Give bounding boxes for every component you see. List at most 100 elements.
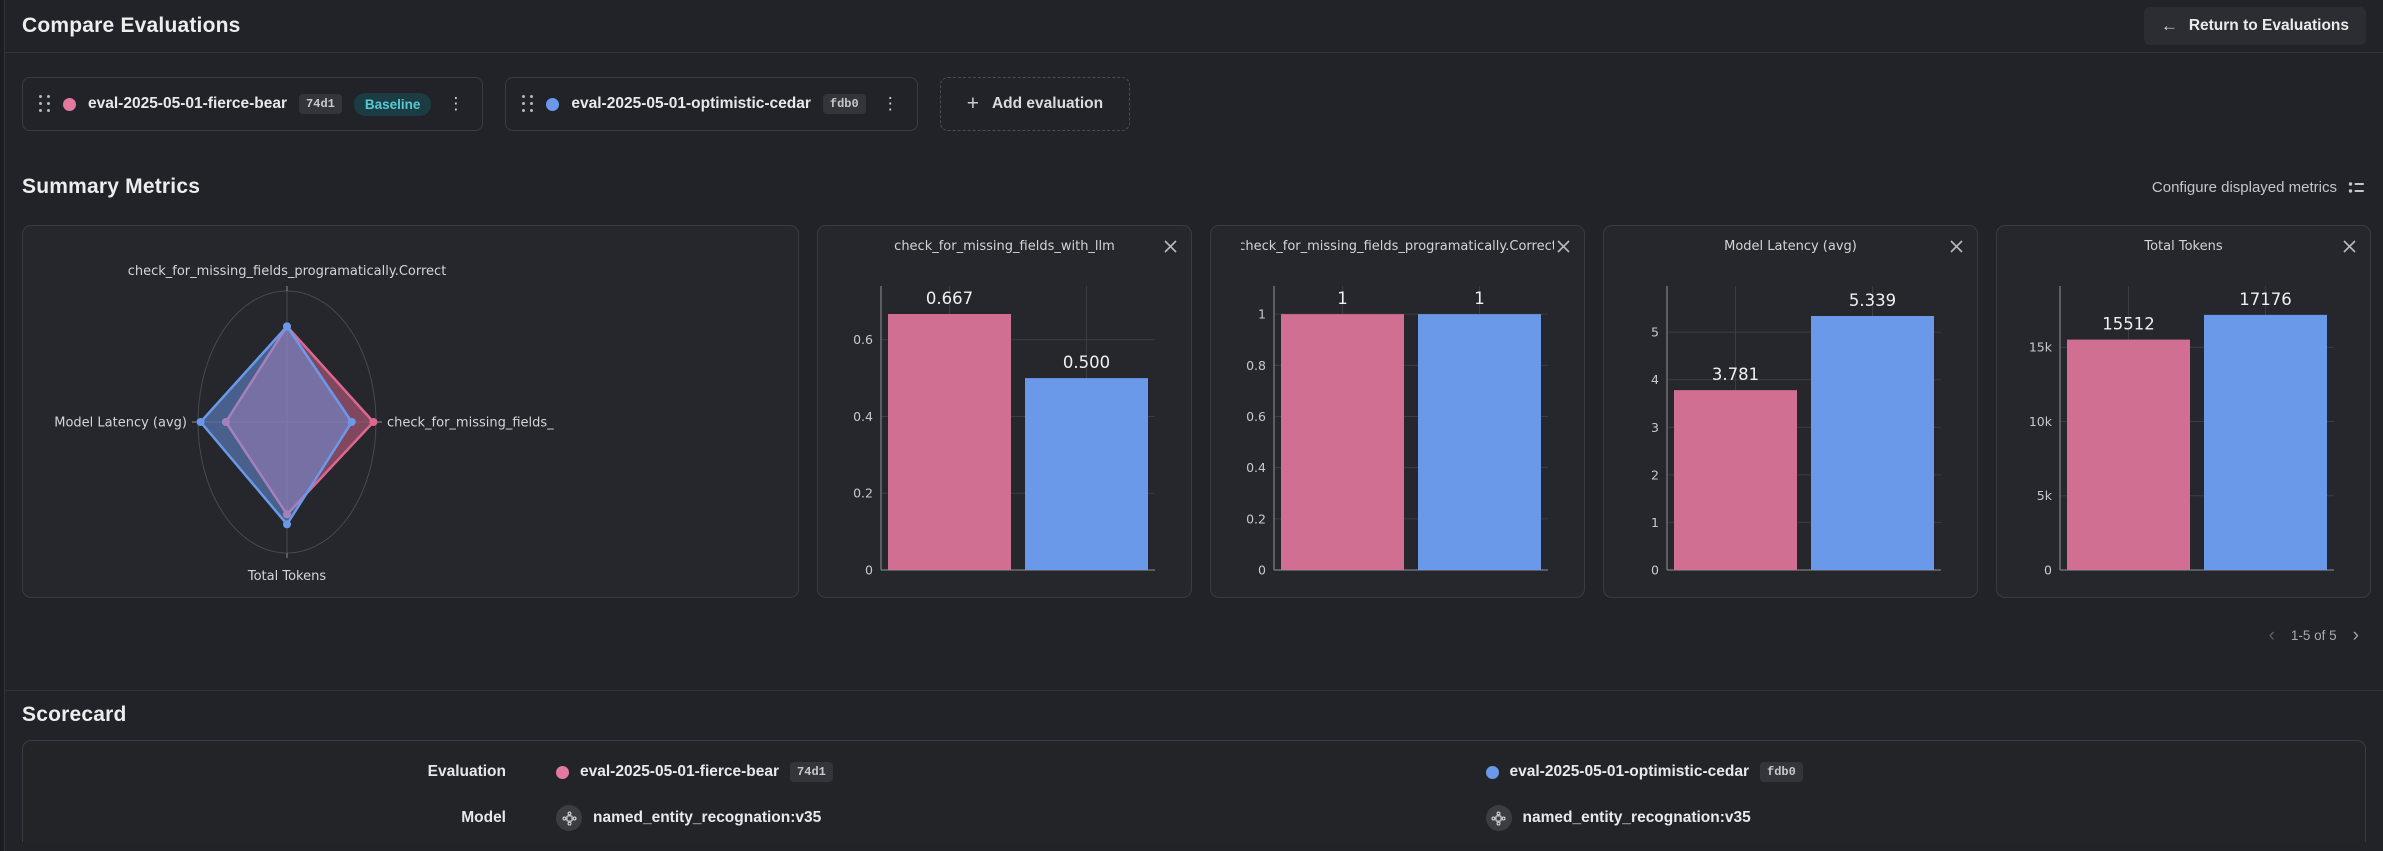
radar-chart: check_for_missing_fields_programatically…	[54, 264, 554, 584]
return-to-evaluations-button[interactable]: ← Return to Evaluations	[2143, 7, 2366, 45]
y-tick-label: 2	[1651, 467, 1659, 482]
metric-card-total-tokens: Total Tokens 0 5k 10k 15k 15512 17176	[1996, 225, 2371, 598]
evaluation-color-dot	[63, 97, 76, 111]
bar	[1811, 316, 1934, 570]
evaluation-pill-baseline[interactable]: eval-2025-05-01-fierce-bear 74d1 Baselin…	[22, 77, 484, 131]
bar-value-label: 0.667	[926, 289, 973, 308]
radar-series-point	[347, 418, 356, 426]
compare-evaluations-page: Compare Evaluations ← Return to Evaluati…	[4, 0, 2383, 851]
radar-axis-label: check_for_missing_fields_	[387, 416, 554, 431]
evaluation-hash-badge: 74d1	[790, 762, 833, 782]
evaluation-color-dot	[1485, 765, 1499, 779]
kebab-menu-icon[interactable]: ⋮	[878, 94, 903, 114]
add-evaluation-label: Add evaluation	[991, 95, 1104, 112]
metric-card-title: check_for_missing_fields_programatically…	[1241, 239, 1554, 254]
model-name[interactable]: named_entity_recognation:v35	[1522, 809, 1751, 826]
evaluation-pill-compare[interactable]: eval-2025-05-01-optimistic-cedar fdb0 ⋮	[505, 77, 918, 131]
bar-value-label: 0.500	[1063, 353, 1110, 372]
y-tick-label: 1	[1258, 307, 1266, 322]
y-tick-label: 5k	[2037, 488, 2053, 503]
evaluation-name: eval-2025-05-01-fierce-bear	[580, 763, 780, 780]
summary-metrics-header: Summary Metrics Configure displayed metr…	[22, 175, 2366, 199]
kebab-menu-icon[interactable]: ⋮	[443, 94, 468, 114]
radar-axis-label: check_for_missing_fields_programatically…	[128, 264, 447, 279]
scorecard-evaluation-cell: eval-2025-05-01-optimistic-cedar fdb0	[1436, 762, 2366, 782]
bar	[1674, 390, 1797, 570]
evaluation-color-dot	[546, 97, 560, 111]
metric-card-model-latency: Model Latency (avg) 0 1 2 3 4 5 3.781 5.339	[1603, 225, 1978, 598]
drag-handle-icon[interactable]	[522, 95, 534, 113]
evaluation-name: eval-2025-05-01-fierce-bear	[88, 95, 288, 112]
evaluation-name: eval-2025-05-01-optimistic-cedar	[571, 95, 811, 112]
y-tick-label: 0.4	[1246, 460, 1266, 475]
evaluation-name: eval-2025-05-01-optimistic-cedar	[1509, 763, 1750, 780]
page-title: Compare Evaluations	[22, 14, 241, 37]
y-tick-label: 0	[1258, 563, 1266, 578]
radar-chart-card: check_for_missing_fields_programatically…	[22, 225, 799, 598]
y-tick-label: 0.2	[853, 486, 873, 501]
bar-value-label: 17176	[2239, 290, 2292, 309]
bar	[2204, 314, 2327, 570]
scorecard-row-label: Evaluation	[427, 763, 506, 780]
close-icon[interactable]	[1159, 235, 1181, 257]
bar	[888, 314, 1011, 570]
y-tick-label: 10k	[2029, 414, 2053, 429]
bar-value-label: 15512	[2102, 315, 2155, 334]
model-name[interactable]: named_entity_recognation:v35	[593, 809, 822, 826]
scorecard-table: Evaluation eval-2025-05-01-fierce-bear 7…	[22, 740, 2366, 842]
evaluation-selector-bar: eval-2025-05-01-fierce-bear 74d1 Baselin…	[22, 77, 2366, 131]
bar-chart: 0 1 2 3 4 5 3.781 5.339	[1651, 286, 1941, 578]
bar-value-label: 1	[1337, 289, 1348, 308]
y-tick-label: 0.6	[853, 332, 873, 347]
y-tick-label: 4	[1651, 372, 1659, 387]
y-tick-label: 0.4	[853, 409, 873, 424]
configure-metrics-label: Configure displayed metrics	[2151, 178, 2337, 196]
radar-series-point	[369, 418, 378, 426]
scorecard-row-evaluation: Evaluation eval-2025-05-01-fierce-bear 7…	[23, 749, 2365, 795]
radar-series-polygon	[199, 325, 354, 526]
y-tick-label: 0	[1651, 563, 1659, 578]
pagination-range: 1-5 of 5	[2290, 627, 2337, 643]
model-artifact-icon	[1485, 805, 1512, 831]
page-header: Compare Evaluations ← Return to Evaluati…	[5, 0, 2383, 53]
y-tick-label: 0.2	[1246, 511, 1266, 526]
radar-axis-label: Total Tokens	[247, 569, 326, 584]
scorecard-evaluation-cell: eval-2025-05-01-fierce-bear 74d1	[506, 762, 1436, 782]
add-evaluation-button[interactable]: + Add evaluation	[939, 77, 1131, 131]
metric-card-title: Total Tokens	[2144, 239, 2223, 254]
close-icon[interactable]	[1945, 235, 1967, 257]
close-icon[interactable]	[2338, 235, 2360, 257]
evaluation-hash-badge: fdb0	[1760, 762, 1803, 782]
scorecard-model-cell: named_entity_recognation:v35	[506, 805, 1436, 831]
pagination-prev-icon[interactable]: ‹	[2268, 624, 2275, 646]
plus-icon: +	[966, 92, 979, 115]
bar-chart: 0 0.2 0.4 0.6 0.8 1 1 1	[1246, 286, 1548, 578]
configure-list-icon	[2348, 181, 2364, 193]
y-tick-label: 5	[1651, 325, 1659, 340]
metric-card-title: check_for_missing_fields_with_llm	[894, 239, 1115, 254]
summary-metrics-cards: check_for_missing_fields_programatically…	[22, 225, 2371, 598]
radar-series-point	[283, 520, 291, 529]
y-tick-label: 0	[2044, 563, 2052, 578]
bar	[2067, 339, 2190, 570]
bar-value-label: 5.339	[1849, 291, 1896, 310]
y-tick-label: 0.6	[1246, 409, 1266, 424]
bar	[1281, 314, 1404, 570]
bar-value-label: 1	[1474, 289, 1485, 308]
radar-series-point	[196, 418, 205, 426]
metrics-pagination: ‹ 1-5 of 5 ›	[29, 620, 2359, 650]
bar-value-label: 3.781	[1712, 365, 1759, 384]
drag-handle-icon[interactable]	[39, 95, 51, 113]
return-button-label: Return to Evaluations	[2188, 17, 2349, 34]
evaluation-hash-badge: fdb0	[822, 94, 866, 114]
y-tick-label: 15k	[2029, 340, 2053, 355]
bar-chart: 0 5k 10k 15k 15512 17176	[2029, 286, 2334, 578]
close-icon[interactable]	[1552, 235, 1574, 257]
evaluation-hash-badge: 74d1	[299, 94, 342, 114]
y-tick-label: 3	[1651, 420, 1659, 435]
configure-displayed-metrics-button[interactable]: Configure displayed metrics	[2152, 178, 2366, 197]
pagination-next-icon[interactable]: ›	[2352, 624, 2359, 646]
model-artifact-icon	[556, 805, 582, 831]
y-tick-label: 0.8	[1246, 358, 1266, 373]
metric-card-check-for-missing-fields-programatically: check_for_missing_fields_programatically…	[1210, 225, 1585, 598]
